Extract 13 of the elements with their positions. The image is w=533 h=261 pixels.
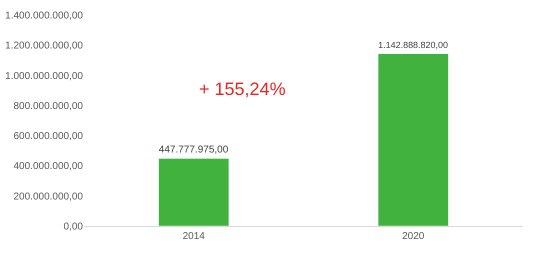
x-tick-label: 2020 xyxy=(402,231,425,242)
annotation: + 155,24% xyxy=(199,79,286,99)
y-tick-label: 1.000.000.000,00 xyxy=(5,70,84,82)
data-label: 1.142.888.820,00 xyxy=(378,40,448,50)
y-tick-label: 600.000.000,00 xyxy=(13,131,84,142)
y-tick-label: 1.200.000.000,00 xyxy=(5,40,84,52)
y-tick-label: 800.000.000,00 xyxy=(13,100,84,112)
data-label: 447.777.975,00 xyxy=(158,144,229,156)
x-tick-label: 2014 xyxy=(182,231,206,242)
y-tick-label: 400.000.000,00 xyxy=(13,161,84,172)
y-tick-label: 0,00 xyxy=(64,222,84,232)
y-tick-label: 1.400.000.000,00 xyxy=(5,10,84,22)
y-tick-label: 200.000.000,00 xyxy=(13,191,84,202)
